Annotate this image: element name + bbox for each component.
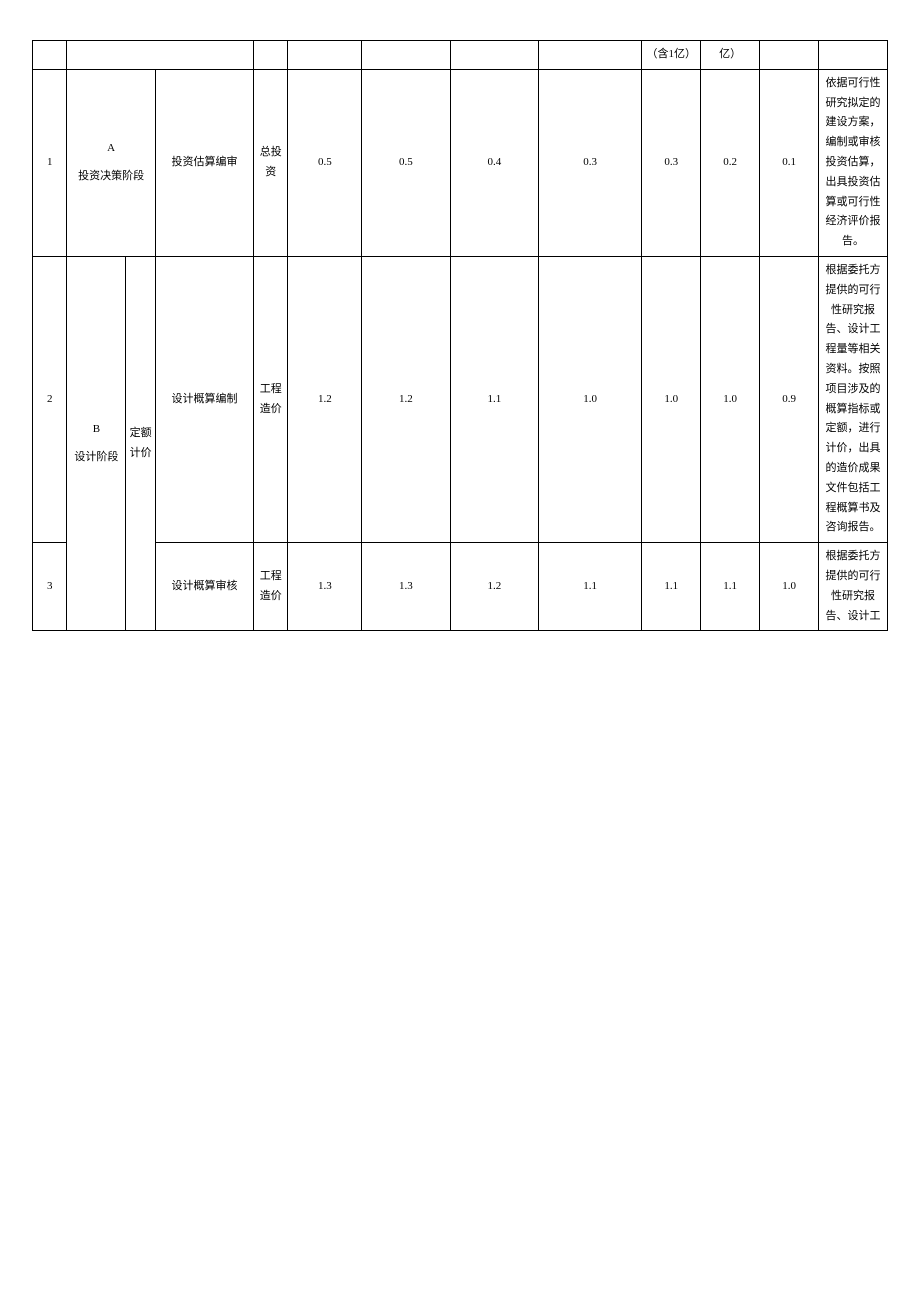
hdr-service bbox=[67, 41, 254, 70]
val-4: 0.3 bbox=[539, 69, 642, 256]
basis: 总投资 bbox=[254, 69, 288, 256]
hdr-idx bbox=[33, 41, 67, 70]
service-name: 投资估算编审 bbox=[155, 69, 253, 256]
val-1: 0.5 bbox=[288, 69, 362, 256]
val-5: 1.0 bbox=[642, 256, 701, 542]
table-row: 2 B 设计阶段 定额计价 设计概算编制 工程造价 1.2 1.2 1.1 1.… bbox=[33, 256, 888, 542]
basis: 工程造价 bbox=[254, 256, 288, 542]
header-fragment-row: （含1亿） 亿） bbox=[33, 41, 888, 70]
hdr-v6: 亿） bbox=[701, 41, 760, 70]
description: 根据委托方提供的可行性研究报告、设计工 bbox=[819, 543, 888, 631]
hdr-v2 bbox=[362, 41, 450, 70]
table-row: 3 设计概算审核 工程造价 1.3 1.3 1.2 1.1 1.1 1.1 1.… bbox=[33, 543, 888, 631]
description: 根据委托方提供的可行性研究报告、设计工程量等相关资料。按照项目涉及的概算指标或定… bbox=[819, 256, 888, 542]
stage-code: A bbox=[70, 139, 151, 159]
val-2: 0.5 bbox=[362, 69, 450, 256]
val-3: 1.1 bbox=[450, 256, 538, 542]
stage-cell: B 设计阶段 bbox=[67, 256, 126, 630]
hdr-v4 bbox=[539, 41, 642, 70]
val-6: 1.1 bbox=[701, 543, 760, 631]
val-2: 1.2 bbox=[362, 256, 450, 542]
val-5: 0.3 bbox=[642, 69, 701, 256]
val-3: 0.4 bbox=[450, 69, 538, 256]
stage-name: 投资决策阶段 bbox=[70, 167, 151, 187]
service-name: 设计概算编制 bbox=[155, 256, 253, 542]
row-index: 2 bbox=[33, 256, 67, 542]
table-row: 1 A 投资决策阶段 投资估算编审 总投资 0.5 0.5 0.4 0.3 0.… bbox=[33, 69, 888, 256]
val-7: 1.0 bbox=[760, 543, 819, 631]
val-4: 1.0 bbox=[539, 256, 642, 542]
val-2: 1.3 bbox=[362, 543, 450, 631]
hdr-v7 bbox=[760, 41, 819, 70]
description: 依据可行性研究拟定的建设方案，编制或审核投资估算，出具投资估算或可行性经济评价报… bbox=[819, 69, 888, 256]
hdr-v5: （含1亿） bbox=[642, 41, 701, 70]
pricing-table: （含1亿） 亿） 1 A 投资决策阶段 投资估算编审 总投资 0.5 0.5 0… bbox=[32, 40, 888, 631]
val-1: 1.2 bbox=[288, 256, 362, 542]
hdr-v1 bbox=[288, 41, 362, 70]
stage-code: B bbox=[70, 420, 122, 440]
val-4: 1.1 bbox=[539, 543, 642, 631]
val-1: 1.3 bbox=[288, 543, 362, 631]
row-index: 1 bbox=[33, 69, 67, 256]
hdr-v3 bbox=[450, 41, 538, 70]
val-6: 0.2 bbox=[701, 69, 760, 256]
stage-name: 设计阶段 bbox=[70, 448, 122, 468]
hdr-basis bbox=[254, 41, 288, 70]
row-index: 3 bbox=[33, 543, 67, 631]
val-5: 1.1 bbox=[642, 543, 701, 631]
val-6: 1.0 bbox=[701, 256, 760, 542]
val-7: 0.1 bbox=[760, 69, 819, 256]
service-name: 设计概算审核 bbox=[155, 543, 253, 631]
val-3: 1.2 bbox=[450, 543, 538, 631]
pricing-type: 定额计价 bbox=[126, 256, 155, 630]
val-7: 0.9 bbox=[760, 256, 819, 542]
hdr-desc bbox=[819, 41, 888, 70]
stage-cell: A 投资决策阶段 bbox=[67, 69, 155, 256]
basis: 工程造价 bbox=[254, 543, 288, 631]
